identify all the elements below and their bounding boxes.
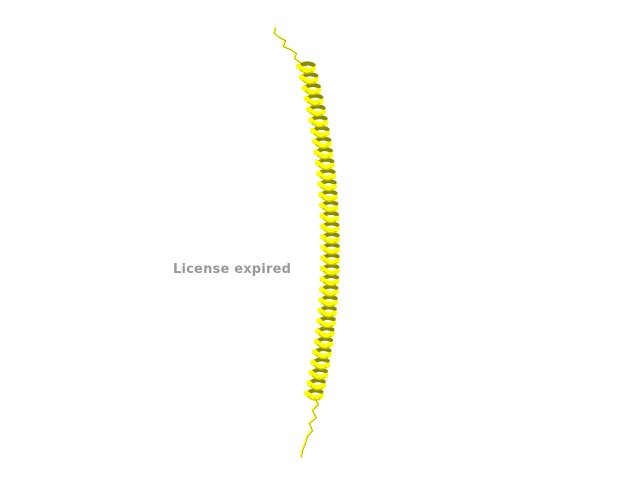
helix-turn-front xyxy=(317,307,338,318)
coil-segment-shadow xyxy=(301,397,319,458)
helix-turn-front xyxy=(313,338,334,349)
helix-turn-front xyxy=(296,63,316,74)
helix-turn-edge xyxy=(313,132,327,139)
helix-turn-edge xyxy=(304,90,319,96)
helix-turn-front xyxy=(319,223,340,234)
helix-turn-edge xyxy=(306,100,321,106)
helix-turn-front xyxy=(314,159,335,170)
helix-turn-edge xyxy=(309,385,324,391)
helix-turn-front xyxy=(320,234,341,244)
helix-turn-front xyxy=(303,95,324,106)
helix-turn-edge xyxy=(316,343,331,349)
helix-turn-edge xyxy=(323,260,337,266)
helix-turn-front xyxy=(319,265,340,276)
helix-turn-edge xyxy=(316,154,331,160)
helix-turn-edge xyxy=(323,239,337,245)
helix-turn-edge xyxy=(317,333,332,339)
helix-turn-edge xyxy=(314,143,329,149)
helix-turn-front xyxy=(298,74,319,85)
helix-turn-edge xyxy=(319,322,334,329)
helix-turn-edge xyxy=(317,164,332,171)
helix-turn-front xyxy=(314,328,335,339)
helix-turn-front xyxy=(318,286,339,297)
alpha-helix-ribbon xyxy=(296,61,341,401)
helix-turn-edge xyxy=(323,249,338,255)
helix-turn-front xyxy=(308,117,329,128)
helix-turn-front xyxy=(311,138,332,149)
helix-turn-edge xyxy=(322,281,337,287)
helix-turn-front xyxy=(316,317,337,328)
coil-segment xyxy=(273,26,307,67)
helix-c-terminal-coil xyxy=(300,396,319,458)
helix-turn-edge xyxy=(320,186,335,192)
helix-turn-front xyxy=(320,244,341,255)
helix-turn-edge xyxy=(321,196,335,202)
helix-turn-edge xyxy=(321,291,336,297)
helix-turn-front xyxy=(318,191,339,202)
helix-turn-front xyxy=(316,170,337,181)
helix-turn-edge xyxy=(307,395,321,401)
helix-turn-edge xyxy=(319,175,333,181)
helix-turn-edge xyxy=(321,207,336,213)
helix-turn-edge xyxy=(322,270,337,276)
helix-turn-front xyxy=(313,149,334,160)
helix-turn-front xyxy=(310,127,331,138)
helix-turn-front xyxy=(319,276,340,286)
helix-turn-edge xyxy=(309,111,323,117)
helix-turn-edge xyxy=(313,364,328,370)
helix-turn-front xyxy=(320,255,341,265)
helix-turn-edge xyxy=(322,217,337,224)
helix-turn-edge xyxy=(321,302,336,308)
helix-turn-edge xyxy=(322,228,337,234)
helix-turn-front xyxy=(318,297,339,307)
helix-turn-edge xyxy=(299,68,313,74)
helix-turn-edge xyxy=(301,79,316,85)
helix-turn-front xyxy=(308,369,329,380)
helix-turn-edge xyxy=(315,354,329,360)
helix-turn-edge xyxy=(311,374,326,380)
helix-turn-front xyxy=(319,212,340,223)
helix-n-terminal-coil xyxy=(273,26,307,68)
license-expired-label: License expired xyxy=(173,262,292,277)
helix-turn-edge xyxy=(311,122,325,128)
helix-turn-edge xyxy=(320,312,335,318)
helix-turn-front xyxy=(318,202,339,213)
helix-turn-front xyxy=(317,181,338,192)
helix-turn-front xyxy=(306,106,327,117)
helix-turn-front xyxy=(310,359,331,370)
helix-turn-front xyxy=(311,349,332,360)
coil-segment-shadow xyxy=(274,27,307,68)
helix-turn-front xyxy=(301,85,322,95)
helix-turn-front xyxy=(306,380,327,391)
